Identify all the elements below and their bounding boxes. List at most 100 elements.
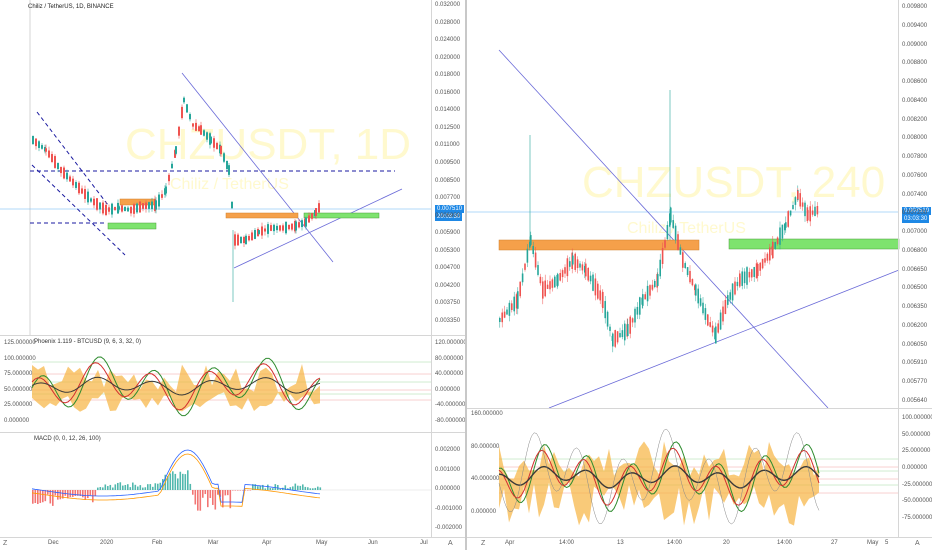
- right-candle-body: [729, 292, 731, 300]
- phoenix-left-label: 100.000000: [4, 355, 36, 362]
- right-price-scale[interactable]: 0.009800 0.009400 0.009000 0.008800 0.008600…: [899, 0, 932, 408]
- left-chart-title: Chiliz / TetherUS, 1D, BINANCE: [28, 4, 114, 10]
- macd-histogram-bar: [82, 490, 84, 498]
- right-candle-body: [551, 279, 554, 288]
- right-candle-body: [627, 323, 629, 337]
- left-time-label: Mar: [208, 540, 219, 546]
- right-candle-body: [776, 237, 779, 245]
- macd-histogram-bar: [109, 484, 112, 490]
- right-watermark-sub: Chiliz / TetherUS: [627, 220, 746, 237]
- macd-histogram-bar: [259, 485, 262, 490]
- center-divider: [465, 0, 467, 550]
- macd-svg: [31, 449, 432, 511]
- right-price-label: 0.007800: [902, 154, 928, 161]
- left-countdown-tag: 20:03:30: [435, 213, 463, 221]
- candle-body: [251, 232, 253, 241]
- macd-line: [31, 449, 321, 503]
- macd-histogram-bar: [137, 486, 139, 490]
- right-ascending-trendline: [548, 269, 900, 408]
- phoenix-red-line: [31, 362, 321, 411]
- left-watermark-sub: Chiliz / TetherUS: [170, 176, 289, 193]
- left-price-label: 0.016000: [435, 89, 461, 96]
- right-watermark: CHZUSDT, 240: [582, 158, 886, 207]
- candle-body: [78, 182, 80, 194]
- auto-scale-icon[interactable]: A: [448, 540, 453, 547]
- macd-histogram-bar: [72, 490, 74, 497]
- right-price-label: 0.008600: [902, 79, 928, 86]
- candle-body: [54, 156, 56, 168]
- zoom-icon[interactable]: Z: [3, 540, 8, 547]
- right-candle-body: [644, 294, 646, 300]
- left-time-label: Dec: [48, 540, 59, 546]
- right-candle-body: [530, 235, 532, 245]
- candle-body: [195, 122, 197, 131]
- right-price-chart[interactable]: CHZUSDT, 240 Chiliz / TetherUS 0.007510 …: [467, 0, 932, 408]
- right-candle-body: [587, 267, 589, 281]
- right-price-label: 0.008800: [902, 60, 928, 67]
- zoom-icon-right[interactable]: Z: [481, 540, 486, 547]
- right-candle-body: [544, 280, 546, 297]
- right-candle-body: [691, 279, 694, 286]
- right-candle-body: [511, 303, 513, 310]
- macd-right-scale[interactable]: 0.002000 0.001000 0.000000 -0.001000 -0.0020…: [432, 433, 465, 537]
- osc-right-label: -25.000000: [902, 481, 932, 488]
- right-candle-body: [661, 248, 664, 264]
- macd-histogram-bar: [174, 473, 177, 490]
- macd-histogram-bar: [182, 473, 184, 490]
- left-watermark: CHZUSDT, 1D: [125, 120, 412, 169]
- phoenix-black-line: [31, 376, 321, 396]
- candle-body: [139, 201, 141, 213]
- candle-body: [111, 203, 113, 215]
- macd-histogram-bar: [122, 485, 124, 490]
- right-candle-body: [503, 311, 506, 318]
- macd-histogram-bar: [302, 484, 304, 490]
- macd-histogram-bar: [52, 490, 54, 506]
- phoenix-right-label: 40.000000: [435, 371, 464, 378]
- left-macd-pane[interactable]: MACD (0, 0, 12, 26, 100) 0.002000 0.00100…: [0, 433, 465, 537]
- right-time-axis[interactable]: Apr 14:00 13 14:00 20 14:00 27 May 5 Z A: [467, 538, 932, 550]
- macd-histogram-bar: [107, 486, 109, 490]
- osc-right-label: 0.000000: [902, 465, 928, 471]
- left-phoenix-pane[interactable]: Phoenix 1.119 - BTCUSD (9, 6, 3, 32, 0) …: [0, 336, 465, 432]
- left-time-label: Apr: [262, 540, 272, 546]
- right-candle-body: [621, 330, 624, 338]
- osc-right-label: 100.000000: [902, 415, 932, 421]
- macd-histogram-bar: [257, 486, 259, 490]
- right-candle-body: [751, 269, 753, 278]
- right-candle-body: [757, 263, 759, 277]
- right-candle-body: [599, 290, 601, 301]
- macd-histogram-bar: [47, 490, 49, 495]
- auto-scale-icon-right[interactable]: A: [915, 540, 920, 547]
- right-candle-body: [734, 281, 736, 295]
- osc-red-line: [498, 447, 820, 506]
- right-price-label: 0.006650: [902, 266, 928, 273]
- macd-histogram-bar: [114, 484, 117, 490]
- right-time-label: 27: [831, 540, 838, 546]
- macd-histogram-bar: [299, 485, 302, 490]
- right-candle-body: [686, 267, 689, 276]
- right-candle-body: [684, 263, 686, 269]
- right-candle-body: [694, 285, 696, 291]
- right-price-label: 0.007600: [902, 172, 928, 179]
- macd-histogram-bar: [127, 484, 129, 490]
- oscillator-right-scale[interactable]: 100.000000 50.000000 25.000000 0.000000 -25.…: [899, 409, 932, 537]
- right-candle-body: [816, 206, 819, 215]
- left-price-chart[interactable]: Chiliz / TetherUS, 1D, BINANCE CHZUSDT, …: [0, 0, 465, 335]
- right-candle-body: [761, 258, 764, 269]
- right-candle-body: [572, 255, 574, 265]
- candle-body: [102, 202, 104, 214]
- left-price-label: 0.028000: [435, 19, 461, 26]
- candle-body: [171, 163, 173, 169]
- right-oscillator-svg: [498, 428, 899, 526]
- osc-left-label: 40.000000: [471, 476, 500, 483]
- macd-histogram-bar: [184, 474, 187, 490]
- left-price-label: 0.012500: [435, 124, 461, 131]
- left-time-axis[interactable]: Dec 2020 Feb Mar Apr May Jun Jul Z A: [0, 538, 465, 550]
- phoenix-right-scale[interactable]: 120.000000 80.000000 40.000000 0.000000 -40.…: [432, 336, 465, 432]
- left-price-scale[interactable]: 0.032000 0.028000 0.024000 0.020000 0.018000…: [432, 0, 465, 335]
- right-price-label: 0.006050: [902, 341, 928, 348]
- right-candle-body: [787, 211, 789, 227]
- right-oscillator-pane[interactable]: 160.000000 80.000000 40.000000 0.000000 100…: [467, 409, 932, 537]
- candle-body: [136, 203, 138, 213]
- right-candle-body: [784, 223, 786, 231]
